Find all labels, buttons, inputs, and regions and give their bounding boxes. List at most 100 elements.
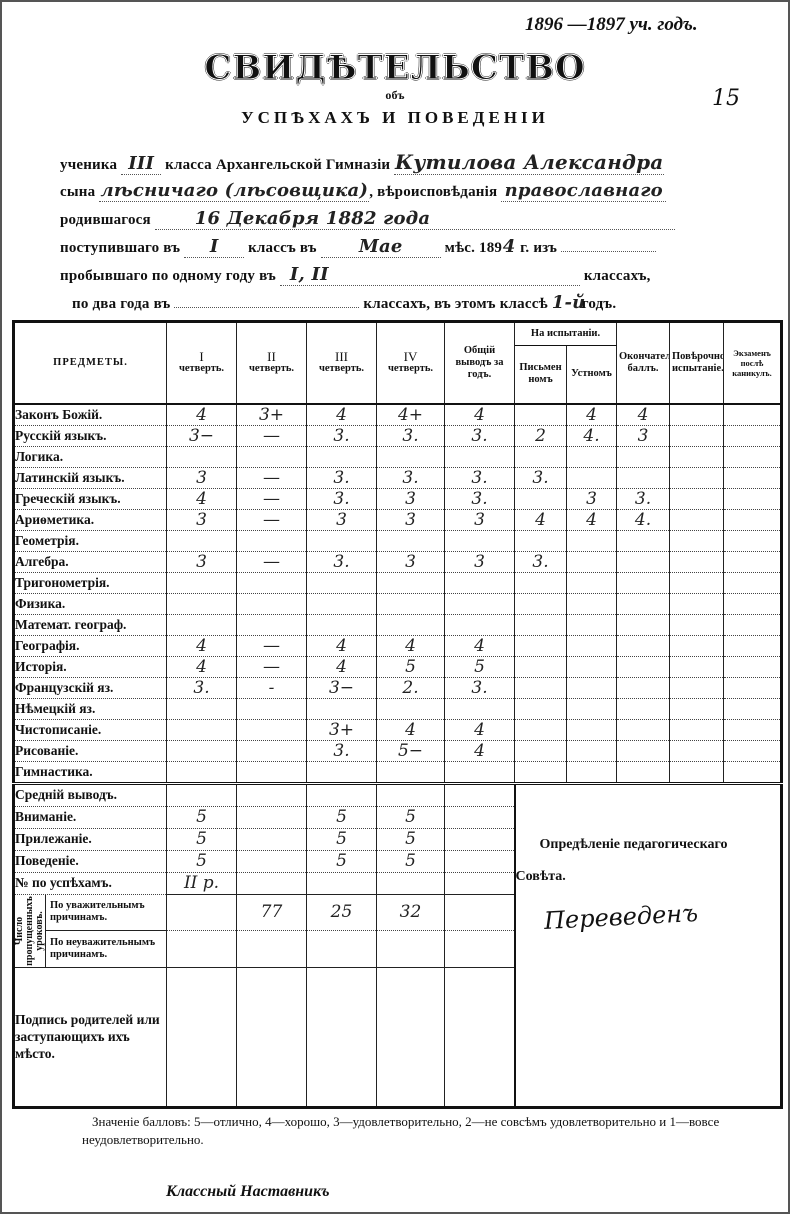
- grade-cell: 4.: [616, 509, 670, 531]
- grade-cell: 4: [444, 403, 515, 426]
- grade-cell: 3: [376, 509, 445, 531]
- grade-cell: [514, 719, 567, 741]
- conduct-row: № по успѣхамъ. II р.: [13, 872, 782, 895]
- grade-cell: [236, 446, 307, 468]
- grade-cell: -: [236, 677, 307, 699]
- grade-cell: [566, 719, 617, 741]
- conduct-cell: 5: [166, 806, 237, 829]
- school-year: 1896 —1897 уч. годъ.: [525, 14, 698, 35]
- label: сына: [60, 184, 96, 200]
- grade-cell: [376, 572, 445, 594]
- label: классахъ,: [583, 268, 651, 284]
- parents-signature-cell: [376, 967, 445, 1108]
- grade-cell: [723, 446, 782, 468]
- grade-cell: [669, 530, 724, 552]
- grade-cell: [306, 530, 377, 552]
- excused-cell: [444, 893, 515, 931]
- grade-cell: —: [236, 551, 307, 573]
- grade-cell: [166, 761, 237, 784]
- subject-name: Законъ Божій.: [13, 403, 167, 426]
- conduct-cell: [444, 872, 515, 895]
- grade-cell: 3.: [306, 488, 377, 510]
- grade-cell: 2.: [376, 677, 445, 699]
- grade-cell: 3.: [444, 488, 515, 510]
- grade-cell: 5: [376, 656, 445, 678]
- absences-label-cell: Число пропущенныхъ уроковъ. По уважительн…: [13, 894, 167, 968]
- grade-cell: [444, 614, 515, 636]
- header-line-one-year: пробывшаго по одному году въ I, II класс…: [60, 264, 651, 286]
- subject-row: Исторія. 4—4 5 5: [13, 656, 782, 678]
- grade-cell: [669, 740, 724, 762]
- subject-name: Ариѳметика.: [13, 509, 167, 531]
- council-label: Опредѣленіе педагогическаго: [539, 836, 728, 852]
- from-field: [561, 251, 657, 252]
- grade-cell: [669, 677, 724, 699]
- subject-name: Французскій яз.: [13, 677, 167, 699]
- grade-cell: [669, 635, 724, 657]
- grade-cell: 3.: [514, 551, 567, 573]
- grade-cell: 3: [376, 551, 445, 573]
- grade-cell: 5−: [376, 740, 445, 762]
- conduct-cell: 5: [166, 828, 237, 851]
- grade-cell: [616, 593, 670, 615]
- grade-cell: [566, 593, 617, 615]
- header-line-admission: поступившаго въ I классъ въ Мае мѣс. 189…: [60, 236, 657, 258]
- subject-name: Нѣмецкій яз.: [13, 698, 167, 720]
- grade-cell: [669, 572, 724, 594]
- grade-cell: —: [236, 488, 307, 510]
- label: классъ въ: [248, 240, 317, 256]
- conduct-cell: [444, 781, 515, 807]
- two-year-classes-field: [174, 307, 360, 308]
- grade-cell: [444, 698, 515, 720]
- conduct-cell: [306, 872, 377, 895]
- admission-class-field: I: [184, 236, 245, 258]
- header-oral: Устномъ: [566, 345, 617, 405]
- grade-cell: [723, 614, 782, 636]
- grade-cell: 4: [166, 656, 237, 678]
- grade-cell: 4: [444, 635, 515, 657]
- conduct-row: Вниманіе. 5 5 5: [13, 806, 782, 829]
- grade-cell: [444, 761, 515, 784]
- grade-cell: 3.: [166, 677, 237, 699]
- subject-row: Алгебра. 3—3. 3 3 3.: [13, 551, 782, 573]
- subject-row: Французскій яз. 3. -3− 2. 3.: [13, 677, 782, 699]
- grade-cell: 3: [566, 488, 617, 510]
- grade-cell: [669, 593, 724, 615]
- grade-cell: [616, 467, 670, 489]
- grade-cell: [723, 698, 782, 720]
- conduct-name: Средній выводъ.: [13, 781, 167, 807]
- unexcused-label: По неуважительнымъ причинамъ.: [50, 936, 156, 960]
- grade-cell: 3.: [306, 425, 377, 447]
- grade-cell: [444, 530, 515, 552]
- grade-cell: 3: [444, 509, 515, 531]
- conduct-name: Прилежаніе.: [13, 828, 167, 851]
- grade-cell: [723, 593, 782, 615]
- subject-row: Физика.: [13, 593, 782, 615]
- grade-cell: [236, 740, 307, 762]
- subject-row: Нѣмецкій яз.: [13, 698, 782, 720]
- religion-field: православнаго: [501, 180, 667, 202]
- label: ученика: [60, 157, 118, 173]
- grade-cell: [306, 593, 377, 615]
- label: мѣс. 189: [444, 240, 503, 256]
- grade-cell: 3: [616, 425, 670, 447]
- label: поступившаго въ: [60, 240, 181, 256]
- grade-cell: 4: [566, 403, 617, 426]
- grade-cell: [514, 593, 567, 615]
- grade-cell: [616, 635, 670, 657]
- grade-cell: 4: [514, 509, 567, 531]
- page-number: 15: [712, 86, 740, 111]
- grade-cell: [166, 740, 237, 762]
- grade-cell: [566, 551, 617, 573]
- grade-cell: 3.: [306, 551, 377, 573]
- grade-cell: [514, 656, 567, 678]
- grade-cell: [444, 446, 515, 468]
- grade-cell: 3+: [236, 403, 307, 426]
- grade-cell: 3: [166, 509, 237, 531]
- grade-cell: [236, 593, 307, 615]
- subject-name: Рисованіе.: [13, 740, 167, 762]
- grade-cell: [236, 761, 307, 784]
- grade-cell: [723, 719, 782, 741]
- council-label-2: Совѣта.: [515, 868, 566, 884]
- grade-cell: [166, 530, 237, 552]
